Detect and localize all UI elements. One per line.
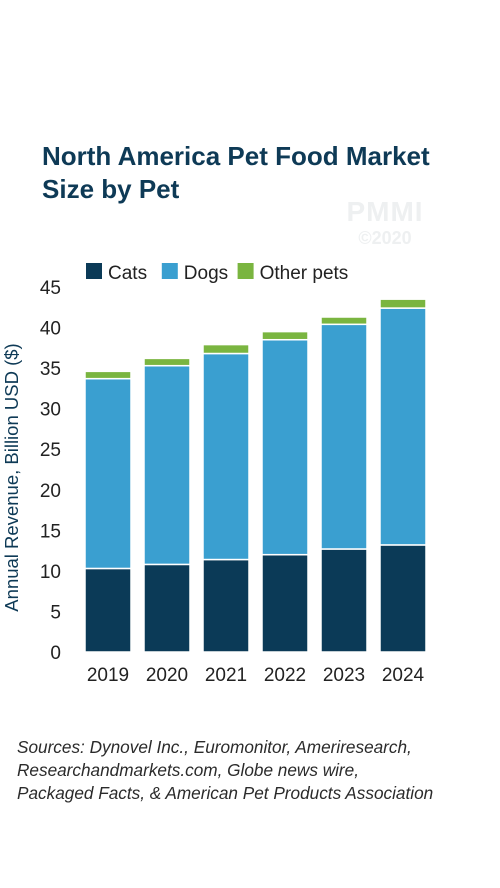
y-tick-label: 35 bbox=[40, 359, 61, 380]
chart-legend: Cats Dogs Other pets bbox=[86, 263, 348, 284]
y-tick-label: 5 bbox=[50, 602, 61, 623]
bar-cats-2021 bbox=[202, 558, 250, 653]
x-tick-label-2019: 2019 bbox=[87, 665, 129, 686]
bar-cats-2020 bbox=[143, 563, 191, 653]
bar-other-pets-2021 bbox=[202, 343, 250, 355]
bar-dogs-2021 bbox=[202, 352, 250, 561]
sources-line-3: Packaged Facts, & American Pet Products … bbox=[17, 783, 434, 803]
bar-dogs-2020 bbox=[143, 364, 191, 566]
x-tick-label-2023: 2023 bbox=[323, 665, 365, 686]
x-tick-label-2022: 2022 bbox=[264, 665, 306, 686]
bar-cats-2022 bbox=[261, 553, 309, 653]
chart-title: North America Pet Food Market Size by Pe… bbox=[42, 140, 492, 206]
bar-other-pets-2023 bbox=[320, 316, 368, 326]
legend-label-dogs: Dogs bbox=[184, 263, 228, 284]
chart-title-line-2: Size by Pet bbox=[42, 174, 180, 204]
bar-cats-2023 bbox=[320, 548, 368, 653]
x-tick-label-2021: 2021 bbox=[205, 665, 247, 686]
bar-cats-2024 bbox=[379, 544, 427, 653]
sources-line-1: Sources: Dynovel Inc., Euromonitor, Amer… bbox=[17, 737, 412, 757]
bar-other-pets-2022 bbox=[261, 330, 309, 341]
legend-swatch-other-pets bbox=[237, 263, 254, 279]
bar-other-pets-2020 bbox=[143, 357, 191, 367]
legend-swatch-cats bbox=[86, 263, 102, 279]
y-tick-label: 20 bbox=[40, 481, 61, 502]
y-tick-label: 40 bbox=[40, 319, 61, 340]
y-tick-label: 30 bbox=[40, 400, 61, 421]
bar-dogs-2023 bbox=[320, 323, 368, 550]
x-tick-label-2020: 2020 bbox=[146, 665, 188, 686]
watermark-year: ©2020 bbox=[358, 228, 412, 248]
legend-swatch-dogs bbox=[161, 263, 178, 279]
sources-note: Sources: Dynovel Inc., Euromonitor, Amer… bbox=[17, 736, 497, 805]
bar-dogs-2019 bbox=[84, 377, 132, 570]
x-tick-label-2024: 2024 bbox=[382, 665, 425, 686]
legend-label-other-pets: Other pets bbox=[260, 263, 349, 284]
y-axis-label: Annual Revenue, Billion USD ($) bbox=[1, 343, 22, 611]
chart-title-line-1: North America Pet Food Market bbox=[42, 141, 430, 171]
y-tick-label: 45 bbox=[40, 278, 61, 299]
legend-label-cats: Cats bbox=[108, 263, 147, 284]
y-tick-label: 10 bbox=[40, 562, 61, 583]
y-tick-label: 0 bbox=[50, 643, 61, 664]
bar-dogs-2024 bbox=[379, 307, 427, 546]
stacked-bar-chart: Cats Dogs Other pets Annual Revenue, Billi… bbox=[1, 263, 427, 686]
pmmi-watermark: PMMI ©2020 bbox=[300, 196, 470, 248]
bars bbox=[84, 298, 427, 653]
sources-line-2: Researchandmarkets.com, Globe news wire, bbox=[17, 760, 359, 780]
y-axis-ticks: 0 5 10 15 20 25 30 35 40 45 bbox=[40, 278, 61, 664]
bar-other-pets-2024 bbox=[379, 298, 427, 309]
y-tick-label: 15 bbox=[40, 521, 61, 542]
bar-other-pets-2019 bbox=[84, 370, 132, 380]
watermark-logo: PMMI bbox=[346, 196, 424, 227]
x-axis-ticks: 2019 2020 2021 2022 2023 2024 bbox=[87, 665, 425, 686]
bar-dogs-2022 bbox=[261, 338, 309, 556]
y-tick-label: 25 bbox=[40, 440, 61, 461]
bar-cats-2019 bbox=[84, 567, 132, 653]
